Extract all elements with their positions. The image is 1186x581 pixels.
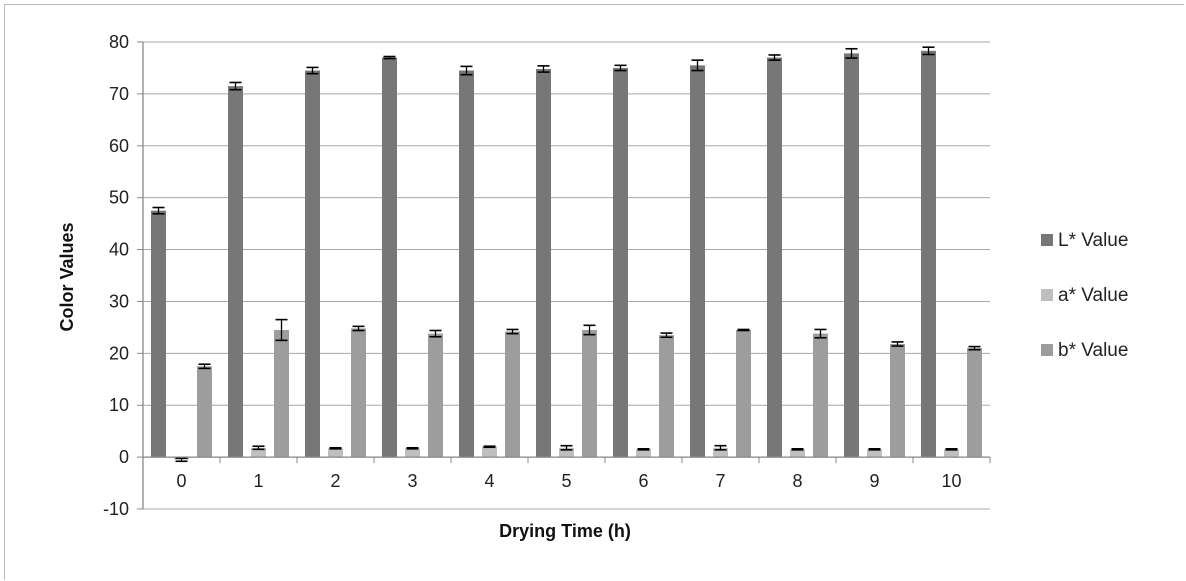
y-tick-label: -10 xyxy=(103,499,129,519)
y-tick-label: 60 xyxy=(109,136,129,156)
x-tick-label: 4 xyxy=(484,471,494,491)
x-axis-tick-labels: 0 1 2 3 4 5 6 7 8 9 10 xyxy=(176,457,991,491)
bar-b-8 xyxy=(813,333,828,458)
y-axis-tick-labels: -10 0 10 20 30 40 50 60 70 80 xyxy=(103,32,129,519)
bar-b-5 xyxy=(582,329,597,458)
legend-label: L* Value xyxy=(1058,230,1128,251)
y-tick-label: 70 xyxy=(109,84,129,104)
bar-l-6 xyxy=(613,67,628,458)
gridlines xyxy=(137,41,990,510)
x-tick-label: 10 xyxy=(941,471,961,491)
bar-a-6 xyxy=(636,449,651,458)
x-tick-label: 7 xyxy=(715,471,725,491)
bar-l-7 xyxy=(690,65,705,458)
bar-a-3 xyxy=(405,448,420,458)
x-tick-label: 9 xyxy=(869,471,879,491)
bar-a-4 xyxy=(482,446,497,458)
chart-frame: -10 0 10 20 30 40 50 60 70 80 0 1 2 3 4 5 6 7 8 9 10 Color … xyxy=(4,4,1184,580)
bar-a-9 xyxy=(867,449,882,458)
bar-a-7 xyxy=(713,447,728,458)
bar-b-0 xyxy=(197,366,212,458)
bar-b-3 xyxy=(428,333,443,458)
bar-l-9 xyxy=(844,53,859,458)
x-tick-label: 8 xyxy=(792,471,802,491)
bar-b-7 xyxy=(736,329,751,458)
bar-b-2 xyxy=(351,328,366,458)
bar-chart: -10 0 10 20 30 40 50 60 70 80 0 1 2 3 4 5 6 7 8 9 10 Color … xyxy=(57,32,1128,541)
bar-a-8 xyxy=(790,449,805,458)
y-tick-label: 10 xyxy=(109,395,129,415)
bar-l-10 xyxy=(921,50,936,458)
bar-b-6 xyxy=(659,335,674,458)
legend-swatch xyxy=(1041,234,1053,246)
error-bars-group xyxy=(152,46,981,463)
bar-b-1 xyxy=(274,329,289,458)
x-tick-label: 6 xyxy=(638,471,648,491)
bar-a-2 xyxy=(328,448,343,458)
bar-l-1 xyxy=(228,86,243,458)
bar-l-0 xyxy=(151,210,166,458)
y-tick-label: 50 xyxy=(109,188,129,208)
y-tick-label: 0 xyxy=(119,447,129,467)
x-tick-label: 0 xyxy=(176,471,186,491)
x-axis-title: Drying Time (h) xyxy=(499,521,631,541)
bar-l-5 xyxy=(536,68,551,458)
bar-l-2 xyxy=(305,70,320,458)
bar-l-4 xyxy=(459,70,474,458)
legend-swatch xyxy=(1041,289,1053,301)
y-tick-label: 30 xyxy=(109,291,129,311)
bar-b-10 xyxy=(967,348,982,458)
y-tick-label: 20 xyxy=(109,343,129,363)
bar-b-4 xyxy=(505,331,520,458)
legend-label: b* Value xyxy=(1058,340,1128,361)
y-tick-label: 40 xyxy=(109,240,129,260)
bar-l-8 xyxy=(767,57,782,458)
bar-a-10 xyxy=(944,449,959,458)
x-tick-label: 2 xyxy=(330,471,340,491)
x-tick-label: 5 xyxy=(561,471,571,491)
legend: L* Value a* Value b* Value xyxy=(1041,230,1128,361)
x-tick-label: 3 xyxy=(407,471,417,491)
y-tick-label: 80 xyxy=(109,32,129,52)
legend-label: a* Value xyxy=(1058,285,1128,306)
bar-series-group xyxy=(151,50,982,460)
bar-b-9 xyxy=(890,343,905,458)
y-axis-title: Color Values xyxy=(57,222,77,331)
legend-swatch xyxy=(1041,344,1053,356)
x-tick-label: 1 xyxy=(253,471,263,491)
bar-a-1 xyxy=(251,447,266,458)
bar-l-3 xyxy=(382,57,397,458)
bar-a-5 xyxy=(559,447,574,458)
